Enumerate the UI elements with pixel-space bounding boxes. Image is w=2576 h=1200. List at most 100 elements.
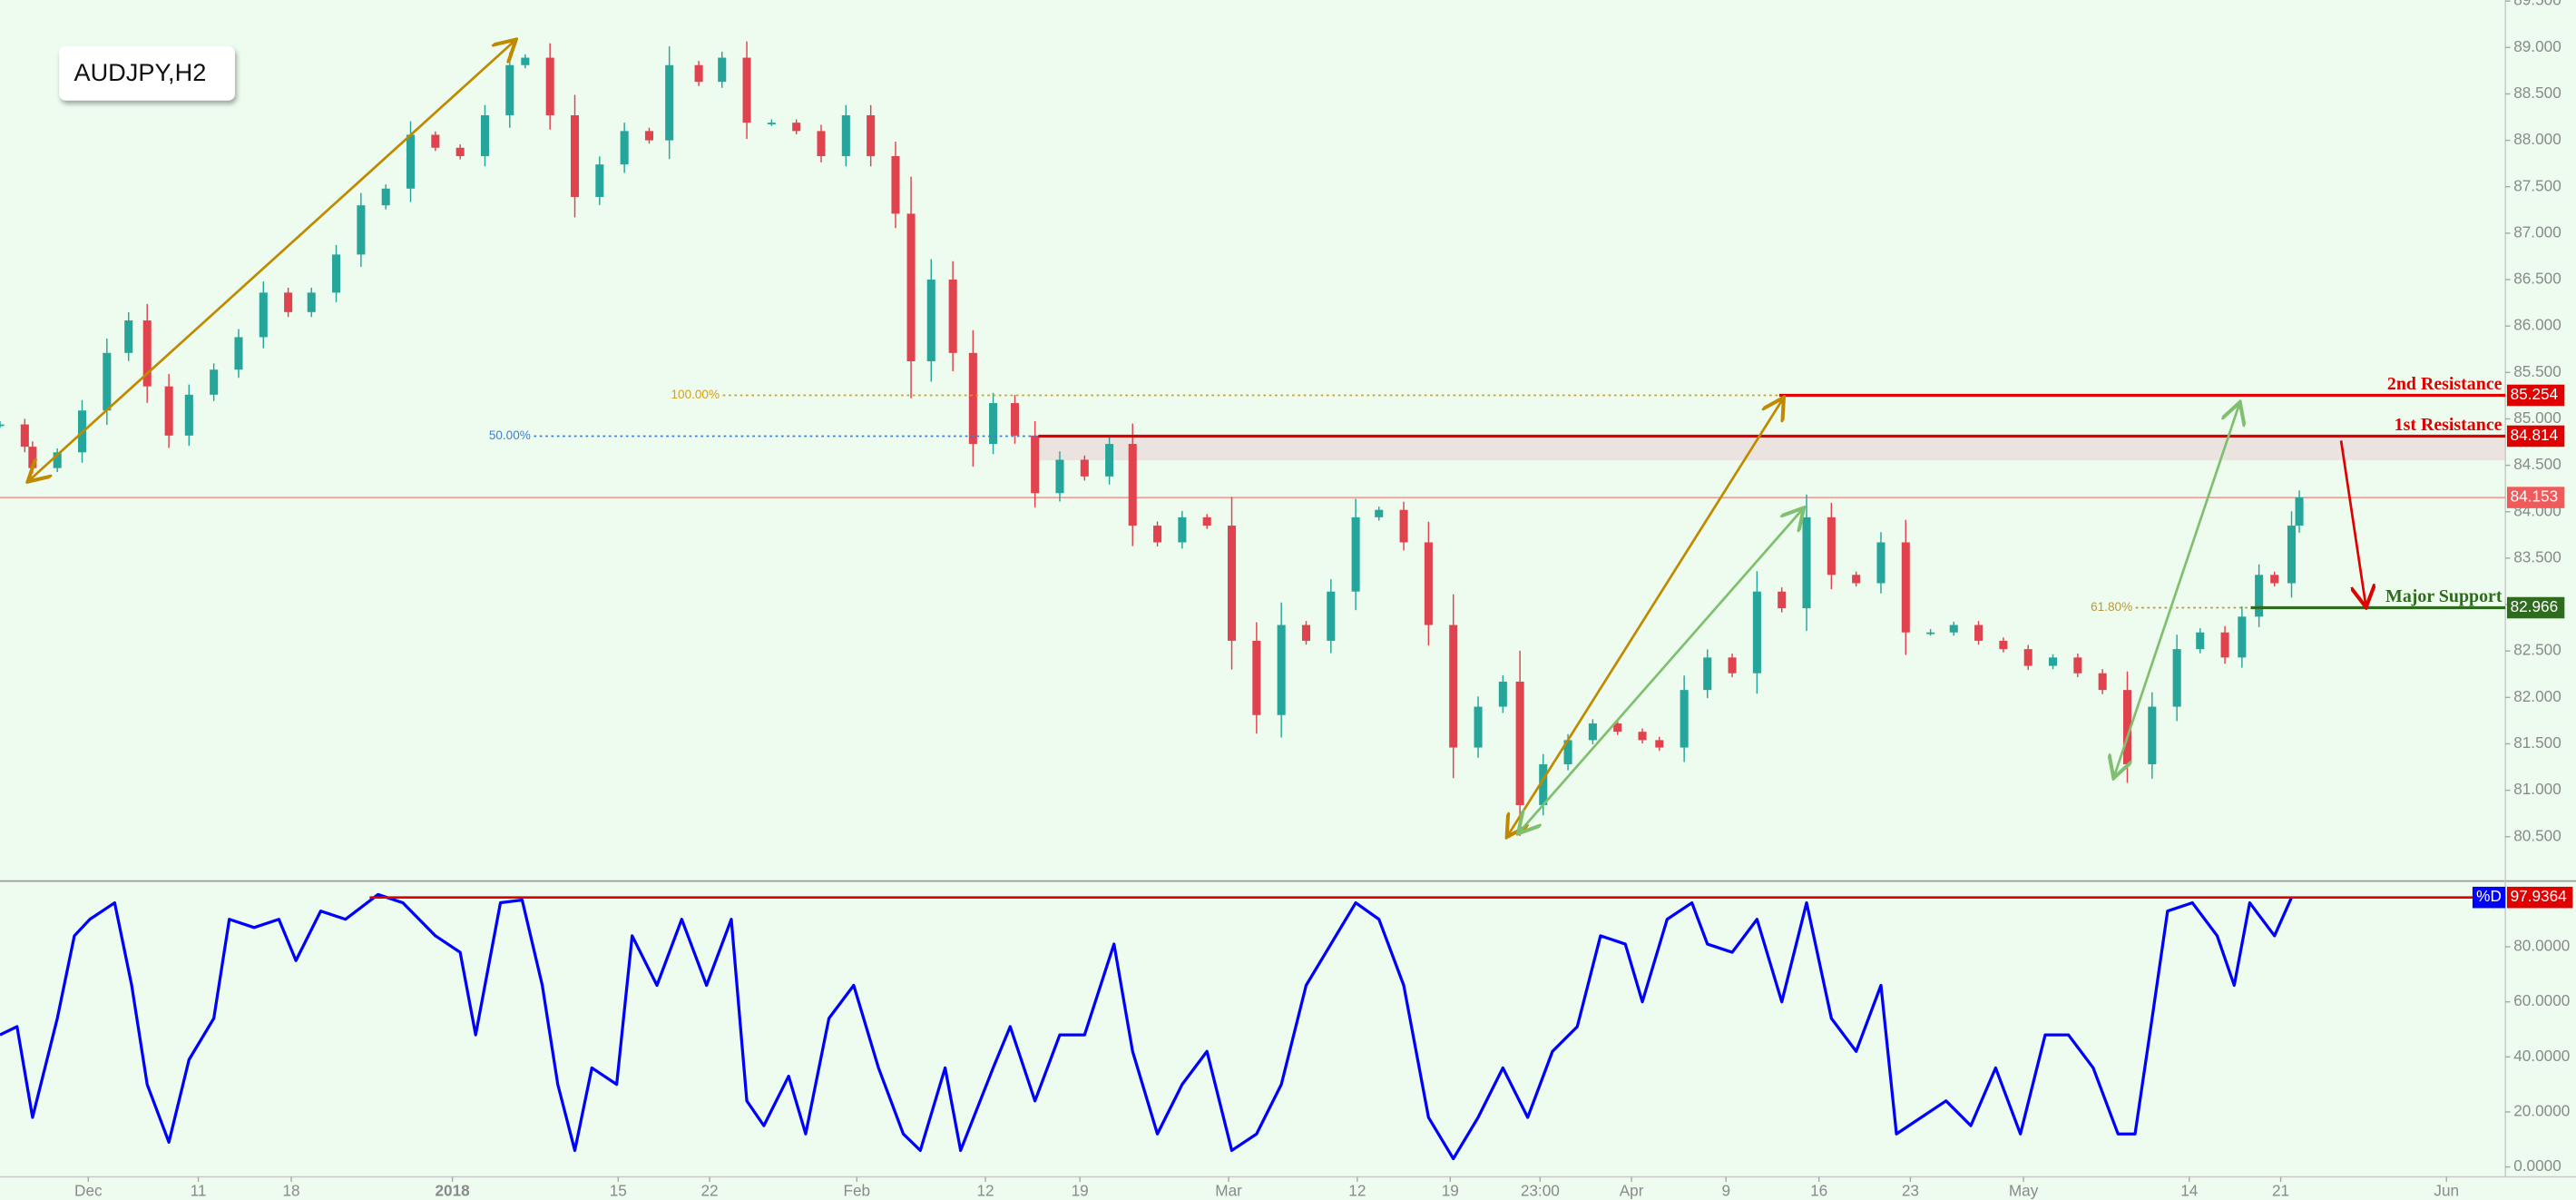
candle — [2238, 616, 2247, 658]
candle — [1128, 444, 1137, 526]
candle — [1802, 516, 1811, 609]
candle — [841, 114, 850, 156]
level-name: Major Support — [2385, 586, 2503, 606]
candle — [718, 57, 727, 83]
x-tick-label: 23:00 — [1521, 1181, 1560, 1199]
legend-label: %D — [2476, 887, 2502, 905]
candle — [1474, 706, 1483, 748]
candle — [2196, 632, 2205, 650]
fib-label: 100.00% — [671, 388, 720, 401]
chart-title: AUDJPY,H2 — [73, 58, 206, 86]
candle — [2148, 706, 2157, 764]
candle — [968, 352, 977, 445]
candle — [521, 57, 530, 65]
x-tick-label: 22 — [701, 1181, 719, 1199]
price-tag-label: 84.814 — [2511, 426, 2559, 444]
y-tick-label: 88.000 — [2513, 130, 2561, 148]
y-tick-label: 86.000 — [2513, 316, 2561, 334]
trend-arrow — [1520, 509, 1802, 831]
x-tick-label: 11 — [191, 1181, 207, 1199]
candle — [357, 205, 366, 255]
y-tick-label: 88.500 — [2513, 84, 2561, 102]
candle — [2023, 649, 2032, 666]
candle — [1301, 625, 1311, 641]
candle — [431, 134, 440, 148]
x-tick-label: 12 — [976, 1181, 994, 1199]
candle — [1901, 542, 1910, 633]
candle — [28, 447, 37, 468]
x-tick-label: Feb — [843, 1181, 870, 1199]
candle — [1399, 509, 1408, 543]
candle — [234, 337, 243, 370]
candle — [2220, 632, 2229, 658]
y-tick-label: 0.0000 — [2513, 1156, 2561, 1175]
candle — [792, 123, 801, 132]
candle — [2073, 657, 2082, 674]
candle — [1227, 526, 1237, 641]
value-tag-label: 97.9364 — [2511, 887, 2568, 905]
y-tick-label: 87.500 — [2513, 176, 2561, 194]
x-tick-label: 9 — [1721, 1181, 1730, 1199]
x-tick-label: 19 — [1072, 1181, 1089, 1199]
x-tick-label: 23 — [1902, 1181, 1919, 1199]
price-tag-label: 85.254 — [2511, 385, 2559, 403]
candle — [545, 57, 554, 115]
candle — [1449, 625, 1458, 748]
candle — [1252, 640, 1261, 715]
x-tick-label: 2018 — [435, 1181, 470, 1199]
candle — [2270, 575, 2279, 584]
x-tick-label: Dec — [74, 1181, 103, 1199]
candle — [2098, 673, 2107, 691]
x-tick-label: 14 — [2180, 1181, 2199, 1199]
candle — [2255, 575, 2264, 617]
value-tag — [2506, 886, 2573, 909]
y-tick-label: 85.000 — [2513, 408, 2561, 427]
candle — [1080, 459, 1089, 477]
y-tick-label: 85.500 — [2513, 362, 2561, 380]
trend-arrow — [2114, 405, 2239, 776]
candle — [164, 386, 173, 436]
candle — [1974, 625, 1983, 641]
candle — [259, 292, 268, 338]
candle — [926, 280, 935, 362]
y-tick-label: 20.0000 — [2513, 1102, 2570, 1120]
candle — [867, 114, 876, 156]
candle — [1498, 681, 1507, 707]
legend-swatch — [2472, 886, 2506, 909]
title-box — [59, 45, 235, 101]
y-tick-label: 80.0000 — [2513, 937, 2570, 955]
candle — [505, 64, 514, 115]
candle — [595, 164, 604, 197]
candle — [1949, 625, 1958, 633]
candle — [20, 424, 29, 448]
target-arrow — [2339, 440, 2365, 605]
y-tick-label: 89.000 — [2513, 37, 2561, 55]
candle — [1588, 723, 1597, 741]
y-tick-label: 89.500 — [2513, 0, 2561, 9]
candle — [0, 424, 5, 427]
candle — [620, 131, 629, 165]
candle — [1105, 444, 1114, 477]
x-tick-label: Apr — [1620, 1181, 1644, 1199]
candle — [184, 394, 193, 436]
candle — [2295, 497, 2304, 526]
candle — [332, 254, 341, 293]
candle — [2287, 526, 2297, 584]
candle — [891, 155, 900, 214]
candle — [1031, 435, 1040, 494]
x-tick-label: 16 — [1810, 1181, 1827, 1199]
x-tick-label: Jun — [2434, 1181, 2459, 1199]
oscillator-line — [0, 892, 2293, 1161]
candle — [742, 57, 751, 123]
candle — [817, 131, 826, 156]
candle — [1153, 526, 1162, 543]
candle — [1926, 632, 1935, 634]
candle — [480, 114, 489, 156]
candle — [1703, 657, 1712, 691]
candle — [210, 369, 219, 395]
candle — [948, 280, 957, 353]
candle — [665, 64, 674, 141]
candle — [1375, 509, 1384, 517]
